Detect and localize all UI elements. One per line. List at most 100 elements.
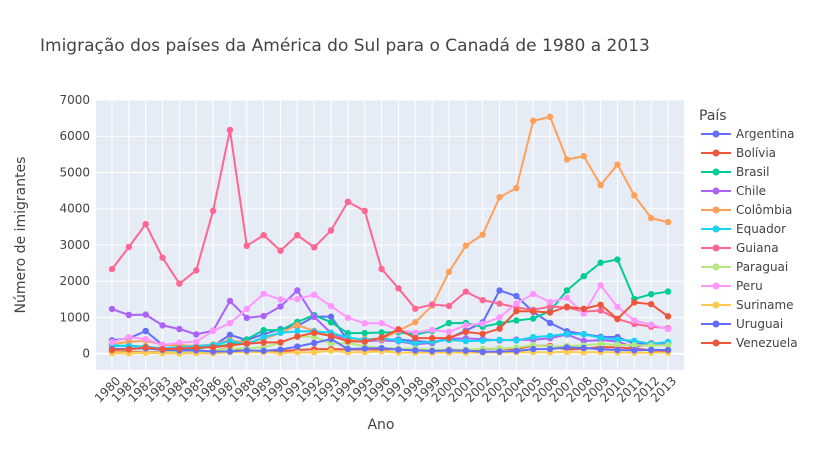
data-point — [580, 349, 587, 356]
legend-item[interactable]: Chile — [701, 184, 766, 198]
data-point — [260, 290, 267, 297]
data-point — [125, 243, 133, 251]
data-point — [597, 301, 604, 308]
legend-swatch-marker — [712, 168, 720, 176]
data-point — [563, 344, 571, 351]
legend-swatch-marker — [712, 282, 720, 290]
data-point — [310, 244, 318, 251]
data-point — [664, 288, 672, 295]
data-point — [647, 342, 655, 349]
data-point — [159, 346, 166, 353]
data-point — [597, 340, 604, 348]
data-point — [479, 231, 486, 238]
legend-item[interactable]: Uruguai — [701, 317, 783, 331]
data-point — [513, 337, 520, 344]
data-point — [378, 319, 385, 327]
data-point — [614, 346, 621, 354]
data-point — [243, 347, 250, 354]
data-point — [580, 344, 587, 352]
legend-item[interactable]: Venezuela — [701, 336, 798, 350]
data-point — [260, 347, 267, 355]
data-point — [445, 319, 453, 327]
data-point — [226, 331, 234, 339]
data-point — [530, 345, 537, 353]
legend-item[interactable]: Colômbia — [701, 203, 792, 217]
data-point — [193, 267, 200, 274]
data-point — [462, 322, 470, 329]
data-point — [142, 220, 149, 228]
data-point — [125, 346, 133, 353]
y-tick-label: 7000 — [59, 93, 90, 107]
data-point — [294, 287, 301, 294]
x-axis-ticks: 1980198119821983198419851986198719881989… — [92, 374, 679, 405]
data-point — [125, 311, 133, 319]
data-point — [445, 334, 453, 342]
data-point — [378, 329, 385, 336]
data-point — [310, 329, 318, 336]
data-point — [530, 333, 537, 341]
data-point — [462, 337, 470, 345]
data-point — [563, 303, 571, 310]
legend-item[interactable]: Argentina — [701, 127, 795, 141]
data-point — [479, 348, 486, 356]
legend-item[interactable]: Guiana — [701, 241, 779, 255]
data-point — [530, 290, 537, 298]
data-point — [496, 348, 503, 355]
data-point — [395, 346, 402, 353]
data-point — [327, 227, 335, 234]
data-point — [580, 305, 587, 313]
legend-title: País — [699, 108, 727, 124]
data-point — [563, 348, 571, 356]
y-axis-title: Número de imigrantes — [13, 157, 29, 314]
y-tick-label: 3000 — [59, 238, 90, 252]
legend-swatch-marker — [712, 320, 720, 328]
legend-swatch-marker — [712, 263, 720, 271]
data-point — [614, 256, 621, 263]
data-point — [327, 347, 335, 354]
series-line — [111, 337, 669, 353]
series-line — [111, 283, 669, 346]
data-point — [243, 305, 250, 313]
data-point — [580, 310, 587, 317]
data-point — [546, 319, 554, 327]
y-tick-label: 6000 — [59, 129, 90, 143]
data-point — [310, 339, 318, 347]
data-point — [412, 334, 419, 342]
y-tick-label: 1000 — [59, 310, 90, 324]
legend-label: Argentina — [736, 127, 795, 141]
legend-item[interactable]: Peru — [701, 279, 763, 293]
legend-label: Peru — [736, 279, 763, 293]
data-point — [412, 329, 419, 336]
data-point — [108, 346, 116, 354]
data-point — [159, 322, 166, 329]
data-point — [647, 290, 655, 298]
data-point — [176, 339, 183, 346]
data-point — [378, 334, 385, 341]
data-point — [226, 126, 234, 134]
data-point — [513, 184, 520, 192]
data-point — [428, 347, 436, 355]
data-point — [647, 300, 655, 308]
data-point — [479, 337, 486, 344]
data-point — [530, 117, 537, 125]
data-point — [361, 338, 368, 345]
y-tick-label: 5000 — [59, 165, 90, 179]
data-point — [260, 334, 267, 341]
legend-item[interactable]: Suriname — [701, 298, 794, 312]
legend-item[interactable]: Bolívia — [701, 146, 776, 160]
data-point — [344, 198, 352, 205]
legend-item[interactable]: Brasil — [701, 165, 769, 179]
data-point — [631, 192, 638, 199]
series-line — [111, 129, 669, 330]
legend-item[interactable]: Equador — [701, 222, 786, 236]
legend-swatch-marker — [712, 187, 720, 195]
legend-item[interactable]: Paraguai — [701, 260, 788, 274]
data-point — [546, 309, 554, 316]
chart-title: Imigração dos países da América do Sul p… — [40, 36, 650, 56]
data-point — [142, 327, 149, 335]
data-point — [563, 330, 571, 338]
data-point — [597, 307, 604, 314]
legend-label: Uruguai — [736, 317, 783, 331]
data-point — [361, 320, 368, 327]
data-point — [496, 300, 503, 307]
